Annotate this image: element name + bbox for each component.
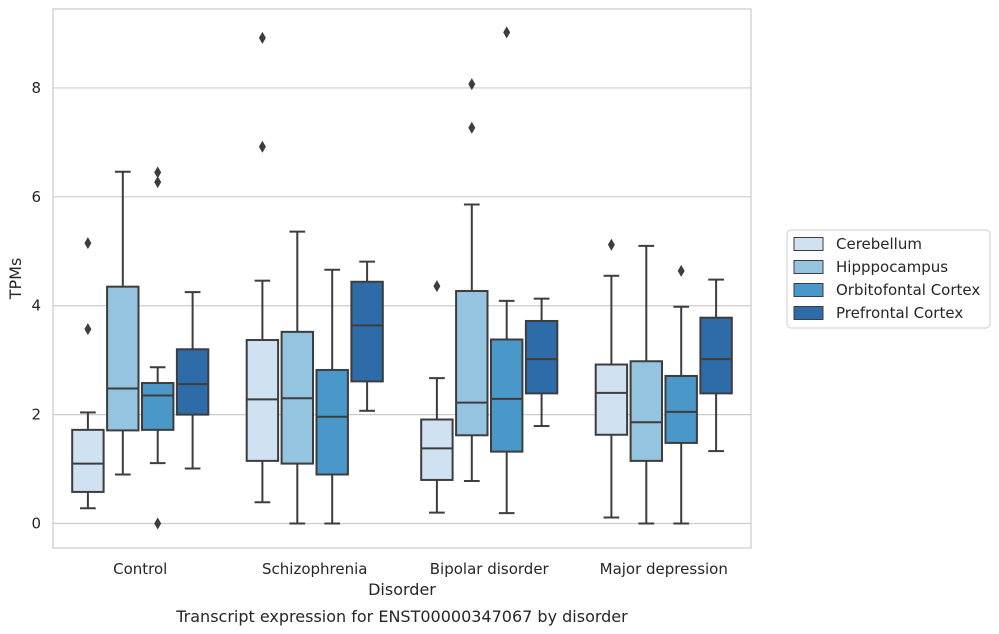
legend-swatch <box>793 237 824 251</box>
box-group <box>489 26 524 515</box>
box <box>71 428 105 493</box>
box <box>420 418 454 481</box>
box <box>524 319 559 395</box>
box-group <box>175 291 210 470</box>
box-groups <box>71 26 733 530</box>
outlier-point <box>154 166 162 179</box>
outlier-point <box>154 517 162 530</box>
box-group <box>629 244 664 525</box>
legend-label: Cerebellum <box>836 235 922 253</box>
outlier-point <box>84 323 92 336</box>
legend-frame <box>786 229 991 329</box>
box <box>489 338 524 453</box>
y-axis-label: TPMs <box>6 258 25 301</box>
box <box>106 285 140 432</box>
x-tick-label: Major depression <box>600 560 728 578</box>
chart-caption: Transcript expression for ENST0000034706… <box>175 607 628 626</box>
outlier-point <box>607 238 615 251</box>
box-group <box>420 280 454 514</box>
outlier-point <box>503 26 511 39</box>
outlier-point <box>468 78 476 91</box>
box <box>350 280 384 383</box>
box-group <box>106 170 140 476</box>
box <box>664 374 698 444</box>
outlier-point <box>677 264 685 277</box>
box <box>594 363 629 436</box>
y-tick-label: 4 <box>31 297 41 315</box>
x-axis-label: Disorder <box>368 580 436 599</box>
box <box>699 316 733 395</box>
outlier-point <box>84 237 92 250</box>
box-group <box>71 237 105 510</box>
outlier-point <box>258 31 266 44</box>
box <box>245 339 280 462</box>
box <box>140 382 175 431</box>
legend-swatch <box>793 283 824 297</box>
box-group <box>315 268 349 525</box>
box-group <box>699 278 733 453</box>
box <box>629 360 664 462</box>
x-axis-ticks: Control Schizophrenia Bipolar disorder Majo… <box>113 560 728 578</box>
x-tick-label: Control <box>113 560 167 578</box>
legend: Cerebellum Hipppocampus Orbitofontal Corte… <box>786 229 991 329</box>
legend-items: Cerebellum Hipppocampus Orbitofontal Corte… <box>793 235 980 322</box>
box-group <box>594 238 629 519</box>
outlier-point <box>154 176 162 189</box>
box-group <box>245 31 280 504</box>
x-tick-label: Schizophrenia <box>262 560 367 578</box>
outlier-point <box>433 280 441 293</box>
box-group <box>140 166 175 530</box>
y-axis-ticks: 0 2 4 6 8 <box>31 79 41 533</box>
y-tick-label: 8 <box>31 79 41 97</box>
legend-label: Orbitofontal Cortex <box>836 281 980 299</box>
x-tick-label: Bipolar disorder <box>430 560 550 578</box>
box <box>175 348 210 416</box>
legend-swatch <box>793 306 824 320</box>
box-group <box>280 230 315 525</box>
legend-label: Hipppocampus <box>836 258 948 276</box>
outlier-point <box>468 121 476 134</box>
box-group <box>350 260 384 412</box>
outlier-point <box>258 140 266 153</box>
y-tick-label: 2 <box>31 406 41 424</box>
box <box>315 368 349 476</box>
plot-area-frame <box>52 8 752 549</box>
box-group <box>524 297 559 428</box>
legend-swatch <box>793 260 824 274</box>
box <box>455 290 489 437</box>
box-group <box>664 264 698 525</box>
y-tick-label: 0 <box>31 515 41 533</box>
box-group <box>455 78 489 483</box>
y-tick-label: 6 <box>31 188 41 206</box>
legend-label: Prefrontal Cortex <box>836 304 963 322</box>
